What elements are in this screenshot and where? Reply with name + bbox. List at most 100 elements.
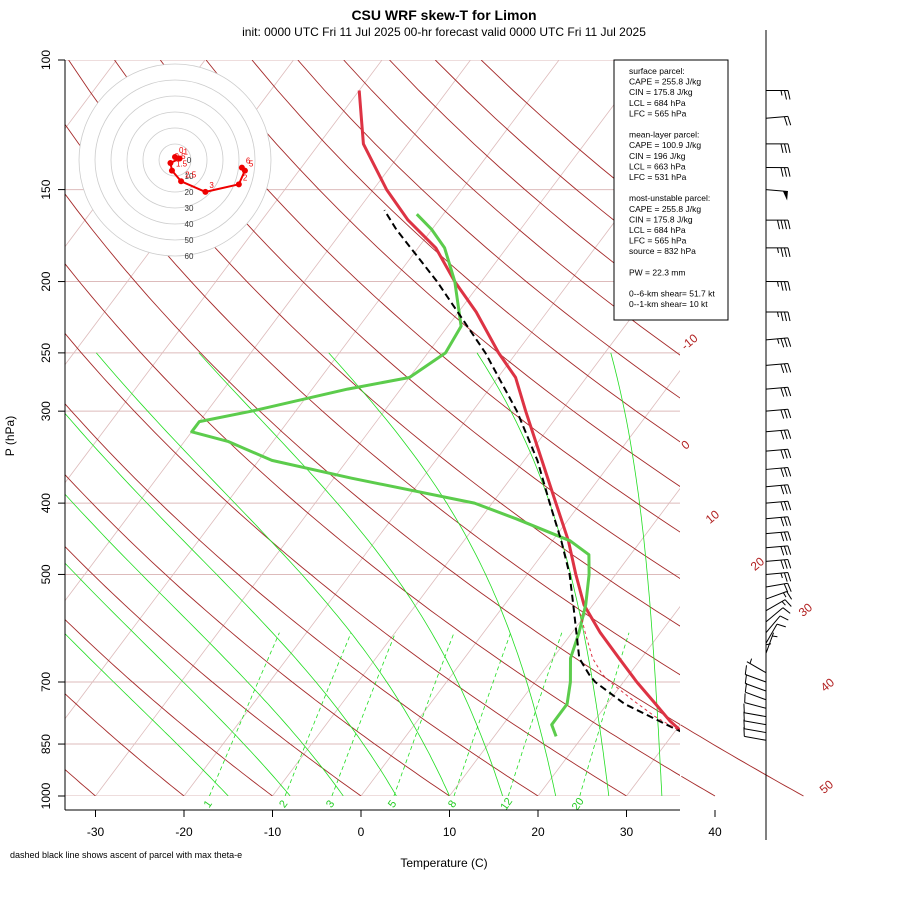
pressure-axis-ticks: 100 150 200 250 300 400 500 700 850 1000 (39, 50, 65, 809)
legend-line: CIN = 175.8 J/kg (629, 214, 693, 224)
dry-adiabat-extension (680, 724, 804, 797)
legend-line: LCL = 663 hPa (629, 161, 686, 171)
p-tick-label: 500 (39, 564, 53, 584)
mixing-ratio-line (284, 632, 352, 796)
hodograph-ring-label: 60 (185, 252, 194, 261)
legend-line: CAPE = 255.8 J/kg (629, 77, 701, 87)
x-tick-label: -30 (87, 825, 105, 839)
dry-adiabat (65, 403, 539, 796)
wind-barb (744, 693, 767, 709)
wind-barb (765, 219, 791, 230)
legend-line: 0--6-km shear= 51.7 kt (629, 289, 715, 299)
legend-line: LFC = 565 hPa (629, 108, 687, 118)
hodograph-point-label: 2.5 (185, 170, 197, 179)
hodograph-point-label: 5 (249, 160, 254, 169)
hodograph-ring (142, 127, 208, 193)
wind-barb (743, 711, 767, 726)
hodograph-point (167, 160, 174, 167)
hodograph-point-label: 3 (209, 181, 214, 190)
p-tick-label: 150 (39, 179, 53, 199)
dry-adiabat (114, 60, 680, 580)
mixing-ratio-label: 20 (570, 796, 587, 813)
wind-barb (765, 641, 772, 664)
wind-barb (744, 674, 767, 692)
dry-adiabat (343, 60, 680, 356)
wind-barb (765, 386, 792, 397)
x-tick-label: 30 (620, 825, 634, 839)
x-tick-label: 20 (531, 825, 545, 839)
wind-barb (744, 683, 767, 701)
hodograph-ring-label: 50 (185, 236, 194, 245)
legend-line: CAPE = 100.9 J/kg (629, 140, 701, 150)
y-axis-label: P (hPa) (3, 416, 17, 456)
p-tick-label: 100 (39, 50, 53, 70)
sounding-profiles (190, 90, 680, 737)
wind-barb (746, 658, 767, 674)
hodograph-point-label: 1.5 (176, 160, 188, 169)
hodograph-point-label: 0 (179, 146, 184, 155)
dry-adiabat (159, 60, 680, 533)
hodograph-ring (94, 79, 256, 241)
p-tick-label: 200 (39, 271, 53, 291)
temperature-line (357, 90, 680, 733)
wind-barb (765, 429, 792, 440)
wind-barb (765, 484, 792, 495)
mixing-ratio-line (453, 632, 512, 796)
isotherm-line (65, 60, 560, 720)
theta-label: 50 (817, 777, 836, 797)
hodograph-point (168, 167, 175, 174)
moist-adiabat (198, 352, 503, 796)
wind-barb (765, 247, 791, 258)
wind-barb (765, 448, 792, 459)
x-tick-label: 0 (358, 825, 365, 839)
legend-line: CIN = 196 J/kg (629, 151, 686, 161)
wind-barb (765, 500, 792, 511)
wind-barb (743, 703, 767, 718)
chart-subtitle: init: 0000 UTC Fri 11 Jul 2025 00-hr for… (242, 25, 646, 39)
dry-adiabat (65, 193, 680, 725)
wind-barb (765, 615, 789, 634)
hodograph-point (238, 164, 245, 171)
wind-barb (765, 311, 791, 322)
wind-barb (744, 665, 767, 683)
hodograph-point (202, 188, 209, 195)
hodograph-ring-label: 0 (187, 156, 192, 165)
dry-adiabat (65, 618, 273, 796)
legend-line: mean-layer parcel: (629, 130, 699, 140)
mixing-ratio-labels: 1 2 3 5 8 12 20 (202, 796, 587, 813)
isotherm-line (715, 60, 900, 796)
mixing-ratio-line (507, 632, 563, 796)
wind-barb (765, 623, 786, 644)
theta-label: 10 (703, 507, 722, 527)
hodograph-ring (126, 111, 224, 209)
wind-barb (765, 607, 791, 623)
x-axis-ticks: -30 -20 -10 0 10 20 30 40 (87, 810, 722, 839)
moist-adiabat (65, 562, 291, 796)
x-tick-label: -20 (175, 825, 193, 839)
wind-barb (743, 719, 767, 734)
wind-barbs-panel (743, 30, 793, 840)
theta-label: 0 (678, 437, 692, 452)
wind-barb (765, 337, 792, 348)
wind-barb (765, 591, 793, 600)
legend-line: surface parcel: (629, 66, 685, 76)
isotherm-line (360, 369, 680, 796)
mixing-ratio-lines (65, 352, 663, 796)
dry-adiabat-extension (681, 775, 716, 797)
mixing-ratio-label: 12 (498, 796, 515, 813)
footnote: dashed black line shows ascent of parcel… (10, 850, 242, 860)
legend-line: LFC = 531 hPa (629, 172, 687, 182)
hodograph-ring-label: 30 (185, 204, 194, 213)
wind-barb (765, 559, 792, 570)
chart-title: CSU WRF skew-T for Limon (351, 7, 536, 23)
dry-adiabat (65, 123, 680, 676)
moist-adiabat (95, 352, 450, 796)
hodograph-point-label: 6 (246, 157, 251, 166)
hodograph-point (176, 155, 183, 162)
hodograph-point-label: 1 (184, 147, 189, 156)
p-tick-label: 250 (39, 343, 53, 363)
p-tick-label: 400 (39, 493, 53, 513)
hodograph-point (235, 181, 242, 188)
legend-line: LFC = 565 hPa (629, 236, 687, 246)
p-tick-label: 300 (39, 401, 53, 421)
